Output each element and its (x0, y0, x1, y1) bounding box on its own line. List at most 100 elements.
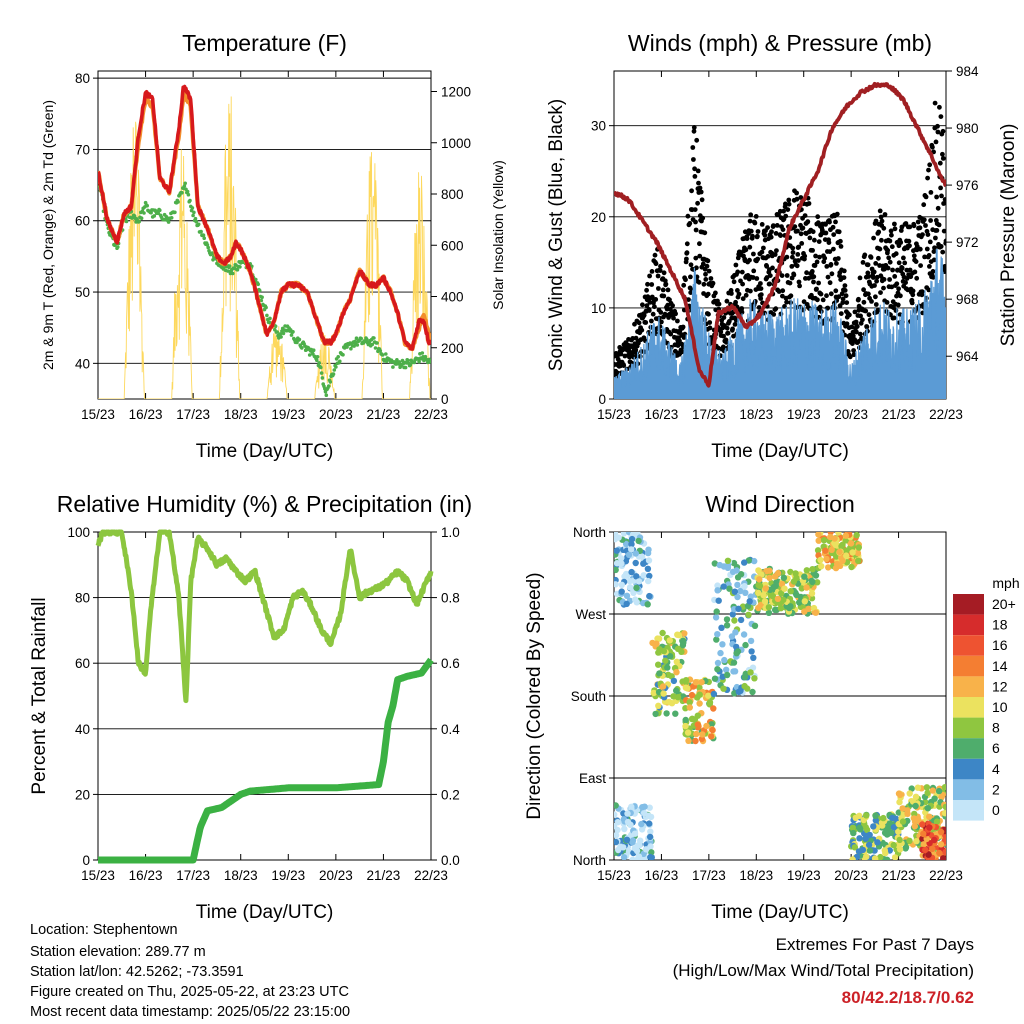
gust-point (820, 297, 826, 303)
dewpoint-point (190, 206, 195, 210)
wind-direction-point (941, 810, 946, 817)
gust-point (879, 218, 885, 224)
gust-point (878, 214, 884, 220)
wind-direction-point (714, 659, 722, 667)
chart1-xtick-label: 16/23 (645, 407, 679, 422)
gust-point (863, 308, 869, 314)
gust-point (636, 320, 642, 326)
chart0-xtick-label: 17/23 (176, 407, 210, 422)
gust-point (891, 315, 897, 321)
wind-direction-point (628, 546, 635, 553)
chart2-plot-area (95, 529, 434, 864)
gust-point (695, 168, 701, 174)
wind-direction-point (880, 814, 887, 822)
dewpoint-point (142, 211, 146, 215)
gust-point (933, 139, 939, 145)
gust-point (767, 281, 773, 287)
chart1-y2tick-label: 964 (956, 349, 979, 364)
chart3-xtick-label: 15/23 (597, 868, 631, 883)
gust-point (878, 290, 883, 295)
dewpoint-point (205, 243, 210, 247)
chart2-xlabel: Time (Day/UTC) (196, 902, 334, 923)
wind-direction-point (741, 583, 748, 590)
gust-point (798, 231, 804, 237)
gust-point (927, 162, 933, 168)
gust-point (827, 219, 832, 225)
chart0-xtick-label: 18/23 (224, 407, 258, 422)
gust-point (884, 300, 890, 305)
gust-point (928, 190, 934, 195)
gust-point (943, 238, 946, 244)
gust-point (918, 263, 923, 268)
chart3-ytick-label: North (573, 525, 606, 540)
gust-point (825, 305, 831, 311)
wind-direction-point (637, 837, 644, 844)
gust-point (663, 281, 669, 287)
dewpoint-point (406, 358, 410, 363)
wind-direction-point (780, 574, 788, 581)
gust-point (697, 241, 702, 247)
wind-direction-point (673, 658, 680, 665)
gust-point (824, 264, 830, 269)
gust-point (921, 217, 927, 223)
gust-point (643, 320, 649, 325)
wind-direction-point (674, 694, 682, 701)
wind-direction-point (863, 826, 871, 833)
chart0-xtick-label: 19/23 (271, 407, 305, 422)
gust-point (693, 219, 698, 225)
wind-direction-point (892, 815, 900, 822)
wind-direction-point (855, 557, 862, 564)
gust-point (917, 225, 923, 231)
chart0-ytick-label: 60 (75, 214, 90, 229)
gust-point (698, 189, 704, 195)
gust-point (887, 238, 893, 244)
dewpoint-point (227, 264, 232, 268)
gust-point (873, 218, 879, 224)
gust-point (907, 243, 912, 249)
wind-direction-point (902, 845, 909, 852)
chart1-xtick-label: 18/23 (739, 407, 773, 422)
gust-point (861, 287, 866, 293)
gust-point (703, 277, 709, 282)
gust-point (874, 274, 880, 280)
legend-label: 16 (992, 637, 1008, 653)
gust-point (753, 214, 759, 219)
gust-point (694, 137, 700, 143)
gust-point (834, 211, 840, 217)
wind-direction-point (911, 810, 918, 818)
wind-direction-point (666, 698, 673, 706)
gust-point (708, 276, 714, 281)
gust-point (901, 255, 906, 261)
chart3-xtick-label: 22/23 (929, 868, 963, 883)
gust-point (653, 297, 659, 302)
wind-direction-point (855, 544, 862, 551)
gust-point (621, 363, 627, 368)
gust-point (940, 128, 946, 134)
gust-point (926, 287, 932, 293)
wind-direction-point (741, 682, 748, 690)
wind-direction-point (673, 687, 680, 694)
wind-direction-point (621, 573, 628, 580)
gust-point (794, 190, 799, 196)
wind-direction-point (756, 582, 764, 590)
gust-point (747, 257, 752, 263)
gust-point (761, 245, 766, 251)
wind-direction-point (848, 563, 855, 571)
dewpoint-point (265, 313, 269, 318)
gust-point (824, 293, 829, 299)
gust-point (688, 262, 694, 268)
gust-point (704, 263, 710, 269)
gust-point (758, 286, 764, 291)
gust-point (852, 309, 858, 315)
wind-direction-point (843, 547, 850, 554)
wind-direction-point (623, 592, 631, 599)
dewpoint-point (278, 332, 283, 336)
dewpoint-point (279, 335, 283, 339)
wind-direction-point (853, 532, 860, 539)
gust-point (795, 228, 800, 234)
wind-direction-point (631, 845, 638, 852)
gust-point (701, 281, 707, 287)
gust-point (814, 259, 820, 265)
wind-direction-point (737, 616, 745, 624)
gust-point (827, 280, 833, 286)
